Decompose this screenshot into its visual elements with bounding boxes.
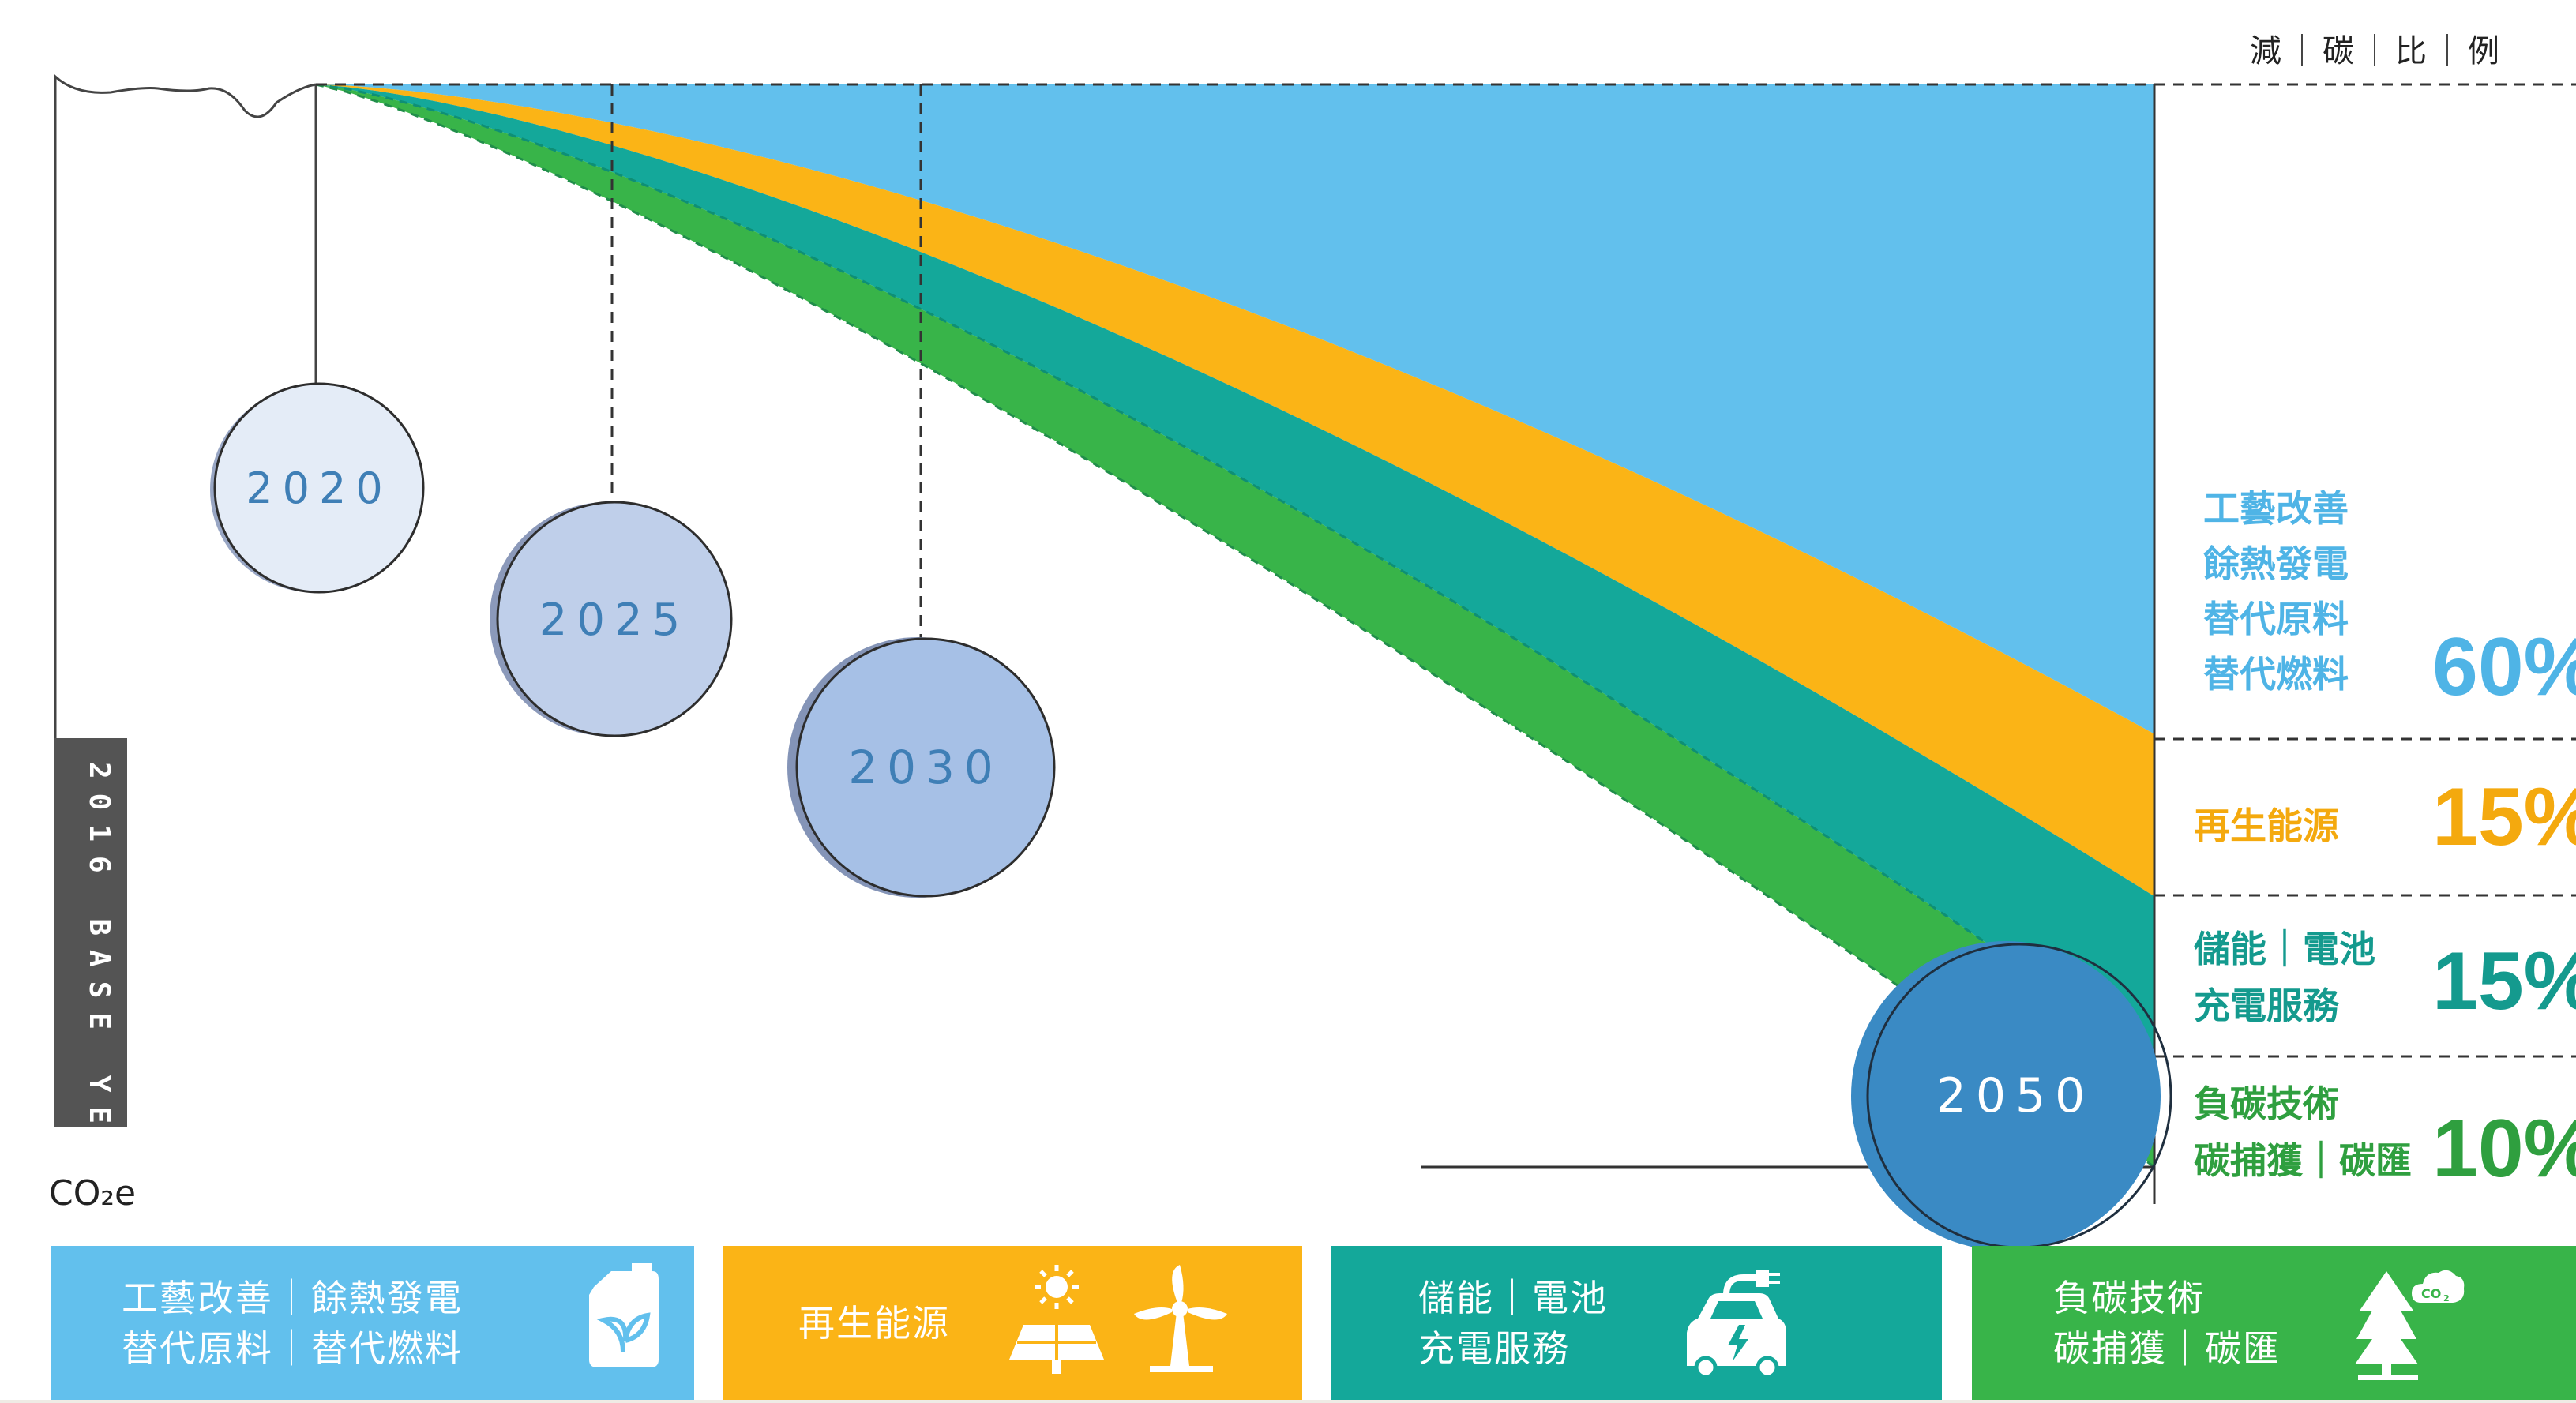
band-label-line: 碳捕獲｜碳匯	[2194, 1139, 2412, 1182]
band-label-line: 替代原料	[2203, 598, 2349, 640]
electric-car-icon	[1687, 1270, 1786, 1379]
base-year-outline	[54, 73, 317, 1125]
legend-line: 充電服務	[1418, 1326, 1570, 1370]
legend-item-renewable: 再生能源	[723, 1246, 1302, 1400]
milestone-label: 2030	[848, 741, 1003, 794]
band-process-improvement	[316, 84, 2154, 734]
band-label-line: 儲能｜電池	[2194, 928, 2375, 970]
legend-line: 再生能源	[798, 1301, 950, 1345]
band-label-line: 再生能源	[2194, 805, 2339, 847]
milestone-label: 2050	[1936, 1068, 2095, 1124]
milestone-2020: 2020	[210, 382, 425, 594]
legend-line: 碳捕獲｜碳匯	[2053, 1326, 2281, 1370]
band-label-line: 充電服務	[2194, 985, 2340, 1027]
column-header: 減｜碳｜比｜例	[2250, 33, 2504, 69]
band-seam	[315, 83, 2155, 1060]
legend-line: 儲能｜電池	[1418, 1276, 1608, 1319]
band-label-line: 負碳技術	[2194, 1082, 2339, 1125]
percent-label: 60%	[2432, 621, 2576, 713]
milestone-2025: 2025	[490, 501, 733, 737]
band-seam	[315, 83, 2155, 1169]
milestone-label: 2025	[539, 595, 690, 646]
svg-text:2: 2	[2443, 1293, 2450, 1304]
band-label-line: 工藝改善	[2203, 487, 2349, 530]
milestone-2050: 2050	[1851, 941, 2172, 1251]
legend-item-process: 工藝改善｜餘熱發電 替代原料｜替代燃料	[51, 1246, 694, 1400]
y-unit-label: CO₂e	[49, 1173, 136, 1214]
percent-label: 15%	[2432, 771, 2576, 863]
band-label-line: 替代燃料	[2203, 653, 2349, 696]
legend-item-storage: 儲能｜電池 充電服務	[1331, 1246, 1942, 1400]
milestone-label: 2020	[246, 463, 392, 513]
band-labels: 工藝改善 餘熱發電 替代原料 替代燃料 60% 再生能源 15% 儲能｜電池 充…	[2194, 487, 2576, 1195]
base-year-label: 2016 BASE YEAR	[83, 762, 115, 1200]
fuel-can-leaf-icon	[589, 1263, 659, 1367]
legend-line: 負碳技術	[2053, 1276, 2205, 1319]
legend-item-negative-carbon: 負碳技術 碳捕獲｜碳匯 CO 2	[1972, 1246, 2576, 1400]
milestone-2030: 2030	[787, 637, 1056, 898]
legend-line: 工藝改善｜餘熱發電	[122, 1276, 463, 1319]
legend-line: 替代原料｜替代燃料	[122, 1326, 463, 1370]
solar-panel-and-wind-turbine-icon	[1009, 1265, 1227, 1374]
band-label-line: 餘熱發電	[2203, 542, 2349, 585]
svg-text:CO: CO	[2421, 1286, 2441, 1301]
base-year-bar	[54, 738, 127, 1127]
percent-label: 15%	[2432, 936, 2576, 1027]
percent-label: 10%	[2432, 1103, 2576, 1195]
tree-co2-icon: CO 2	[2355, 1270, 2465, 1380]
